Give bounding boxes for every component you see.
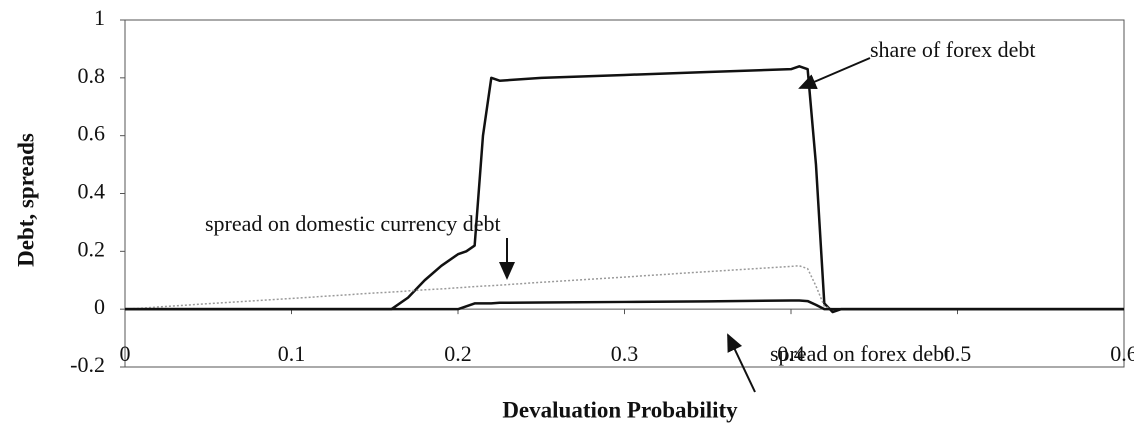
x-tick-label: 0.1 — [278, 341, 306, 366]
y-tick-label: 1 — [94, 5, 105, 30]
series-annotation: share of forex debt — [870, 37, 1036, 62]
x-tick-label: 0.2 — [444, 341, 472, 366]
annotation-arrow — [727, 333, 756, 393]
y-tick-label: 0.8 — [78, 63, 106, 88]
series-annotation: spread on forex debt — [770, 341, 950, 366]
series-line — [125, 299, 1124, 311]
x-tick-label: 0.3 — [611, 341, 639, 366]
plot-frame — [124, 19, 1125, 368]
series-line — [125, 65, 1124, 314]
x-tick-label: 0.5 — [944, 341, 972, 366]
x-tick-label: 0.4 — [777, 341, 805, 366]
x-tick-label: 0 — [120, 341, 131, 366]
x-axis-title: Devaluation Probability — [502, 397, 738, 422]
series-line — [124, 265, 1124, 310]
annotation-arrow — [798, 57, 871, 90]
x-tick-label: 0.6 — [1110, 341, 1134, 366]
y-tick-label: 0 — [94, 294, 105, 319]
y-tick-label: 0.4 — [78, 179, 106, 204]
y-tick-label: 0.6 — [78, 121, 106, 146]
y-tick-label: -0.2 — [70, 352, 105, 377]
y-tick-label: 0.2 — [78, 236, 106, 261]
y-axis-title: Debt, spreads — [13, 133, 38, 267]
series-annotation: spread on domestic currency debt — [205, 211, 501, 236]
